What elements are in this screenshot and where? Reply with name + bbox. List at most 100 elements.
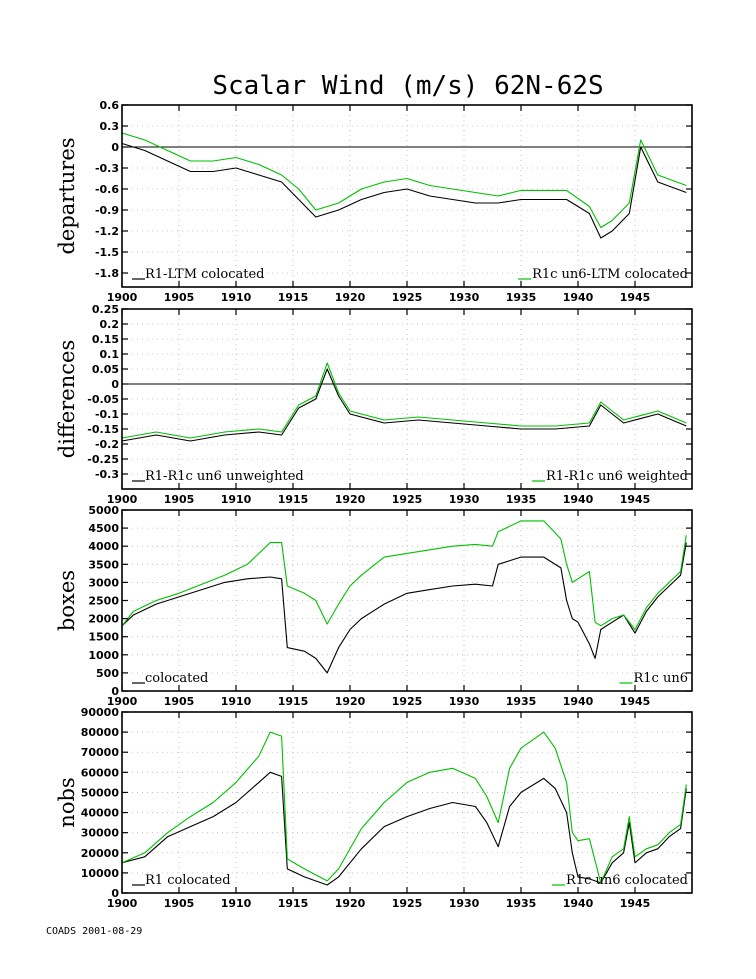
x-tick-label: 1935: [506, 695, 537, 708]
x-tick-label: 1900: [107, 897, 138, 910]
y-tick-label: 0.2: [100, 318, 120, 331]
y-tick-label: 50000: [81, 786, 120, 799]
y-tick-label: 1000: [88, 649, 119, 662]
x-tick-label: 1905: [164, 897, 195, 910]
legend-right: R1c un6-LTM colocated: [532, 267, 688, 282]
x-tick-label: 1945: [620, 493, 651, 506]
y-axis-label: departures: [55, 137, 79, 254]
x-tick-label: 1935: [506, 897, 537, 910]
y-tick-label: 3500: [88, 558, 119, 571]
x-tick-label: 1900: [107, 291, 138, 304]
x-tick-label: 1925: [392, 695, 423, 708]
y-tick-label: 10000: [81, 867, 120, 880]
x-tick-label: 1945: [620, 695, 651, 708]
x-tick-label: 1905: [164, 493, 195, 506]
x-tick-label: 1915: [278, 493, 309, 506]
series-line: [121, 771, 687, 886]
y-tick-label: 0.05: [92, 363, 119, 376]
panel-departures: 0.6 0.3 0 -0.3 -0.6 -0.9 -1.2 -1.5 -1.8 1900 1905 1…: [55, 99, 693, 304]
x-tick-label: 1920: [335, 695, 366, 708]
y-tick-label: 80000: [81, 726, 120, 739]
x-tick-label: 1925: [392, 291, 423, 304]
y-tick-label: 5000: [88, 504, 119, 517]
x-tick-label: 1940: [563, 493, 594, 506]
y-tick-label: -1.8: [95, 267, 119, 280]
panel-nobs: 90000 80000 70000 60000 50000 40000 30000 20000…: [55, 706, 693, 910]
x-tick-label: 1910: [221, 493, 252, 506]
x-tick-label: 1925: [392, 493, 423, 506]
x-tick-label: 1910: [221, 897, 252, 910]
x-tick-label: 1910: [221, 695, 252, 708]
y-axis-label: nobs: [55, 777, 79, 827]
x-tick-label: 1940: [563, 897, 594, 910]
x-tick-label: 1920: [335, 493, 366, 506]
y-tick-label: -0.1: [95, 408, 119, 421]
x-tick-label: 1925: [392, 897, 423, 910]
x-tick-label: 1930: [449, 291, 480, 304]
series-line: [121, 132, 687, 229]
legend-left: R1-R1c un6 unweighted: [145, 469, 304, 484]
chart-panels: 0.6 0.3 0 -0.3 -0.6 -0.9 -1.2 -1.5 -1.8 1900 1905 1…: [55, 99, 693, 910]
x-tick-label: 1935: [506, 493, 537, 506]
x-tick-label: 1930: [449, 897, 480, 910]
x-tick-label: 1930: [449, 695, 480, 708]
y-tick-label: 0: [111, 141, 119, 154]
series-line: [121, 731, 687, 884]
y-tick-label: -0.9: [95, 204, 119, 217]
y-tick-label: 2500: [88, 595, 119, 608]
x-tick-label: 1945: [620, 291, 651, 304]
legend-right: R1c un6 colocated: [566, 873, 688, 888]
y-tick-label: 0.1: [100, 348, 120, 361]
y-tick-label: 2000: [88, 613, 119, 626]
y-tick-label: 1500: [88, 631, 119, 644]
y-tick-label: 0: [111, 378, 119, 391]
x-tick-label: 1915: [278, 897, 309, 910]
legend-left: R1 colocated: [145, 873, 231, 888]
y-tick-label: -0.6: [95, 183, 119, 196]
series-line: [121, 368, 687, 442]
y-tick-label: -0.15: [87, 423, 119, 436]
y-tick-label: 4000: [88, 540, 119, 553]
legend-left: R1-LTM colocated: [145, 267, 265, 282]
y-tick-label: 30000: [81, 827, 120, 840]
panel-boxes: 5000450040003500300025002000150010005000…: [55, 504, 693, 708]
y-tick-label: -0.25: [87, 453, 119, 466]
series-line: [121, 542, 687, 674]
x-tick-label: 1940: [563, 695, 594, 708]
y-tick-label: 3000: [88, 576, 119, 589]
legend-right: R1c un6: [634, 671, 689, 686]
chart-title: Scalar Wind (m/s) 62N-62S: [212, 71, 603, 101]
series-line: [121, 142, 687, 239]
x-tick-label: 1905: [164, 695, 195, 708]
footer-label: COADS 2001-08-29: [46, 926, 142, 937]
y-tick-label: -1.5: [95, 246, 119, 259]
y-tick-label: 0.25: [92, 303, 119, 316]
y-tick-label: -0.2: [95, 438, 119, 451]
x-tick-label: 1920: [335, 897, 366, 910]
y-tick-label: -0.05: [87, 393, 119, 406]
y-axis-label: boxes: [55, 570, 79, 631]
y-tick-label: 0.15: [92, 333, 119, 346]
x-tick-label: 1910: [221, 291, 252, 304]
y-tick-label: 500: [96, 667, 119, 680]
y-tick-label: 0: [111, 887, 119, 900]
x-tick-label: 1935: [506, 291, 537, 304]
y-tick-label: 60000: [81, 766, 120, 779]
series-line: [121, 362, 687, 439]
y-tick-label: 70000: [81, 746, 120, 759]
legend-right: R1-R1c un6 weighted: [546, 469, 688, 484]
x-tick-label: 1900: [107, 695, 138, 708]
x-tick-label: 1915: [278, 291, 309, 304]
y-tick-label: 90000: [81, 706, 120, 719]
x-tick-label: 1915: [278, 695, 309, 708]
x-tick-label: 1945: [620, 897, 651, 910]
y-tick-label: -1.2: [95, 225, 119, 238]
y-tick-label: -0.3: [95, 468, 119, 481]
x-tick-label: 1940: [563, 291, 594, 304]
y-tick-label: 40000: [81, 807, 120, 820]
x-tick-label: 1930: [449, 493, 480, 506]
y-axis-label: differences: [55, 340, 79, 458]
legend-left: colocated: [145, 671, 208, 686]
x-tick-label: 1905: [164, 291, 195, 304]
x-tick-label: 1920: [335, 291, 366, 304]
